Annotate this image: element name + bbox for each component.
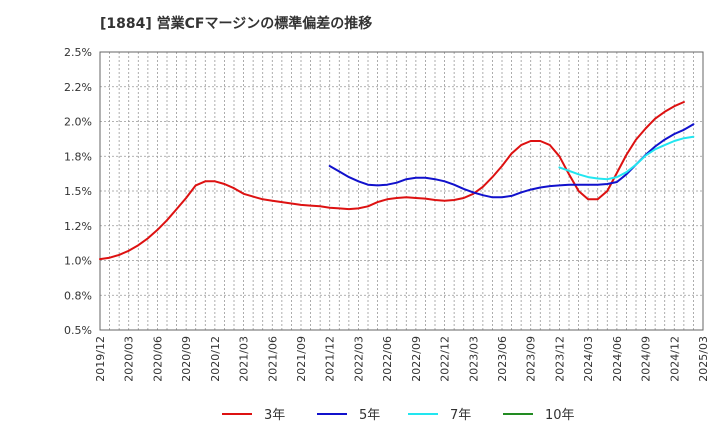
legend: 3年 5年 7年 10年 — [222, 408, 575, 423]
x-tick-label: 2024/06 — [611, 336, 624, 382]
x-tick-label: 2023/09 — [525, 336, 538, 382]
y-tick-label: 2.0% — [64, 116, 92, 129]
x-tick-label: 2024/09 — [640, 336, 653, 382]
y-tick-label: 1.2% — [64, 220, 92, 233]
x-tick-label: 2024/03 — [582, 336, 595, 382]
plot-border — [99, 51, 704, 331]
x-tick-label: 2021/09 — [295, 336, 308, 382]
x-tick-label: 2019/12 — [94, 336, 107, 382]
x-tick-label: 2023/12 — [553, 336, 566, 382]
x-tick-label: 2020/06 — [151, 336, 164, 382]
x-tick-label: 2023/03 — [467, 336, 480, 382]
x-tick-label: 2021/03 — [238, 336, 251, 382]
series-line-7年 — [558, 135, 695, 181]
series-lines — [99, 101, 695, 261]
legend-label: 5年 — [359, 408, 380, 423]
x-tick-label: 2021/12 — [324, 336, 337, 382]
legend-label: 10年 — [545, 408, 575, 423]
x-tick-label: 2024/12 — [668, 336, 681, 382]
x-tick-label: 2025/03 — [697, 336, 710, 382]
axes: 0.5% 0.8% 1.0% 1.2% 1.5% 1.8% 2.0% 2.2% 2.5% 2019… — [64, 46, 710, 382]
x-tick-label: 2020/03 — [123, 336, 136, 382]
y-tick-label: 1.8% — [64, 150, 92, 163]
x-tick-label: 2020/12 — [209, 336, 222, 382]
grid — [99, 51, 704, 331]
chart-title: [1884] 営業CFマージンの標準偏差の推移 — [100, 15, 372, 32]
y-tick-label: 0.8% — [64, 289, 92, 302]
y-tick-label: 0.5% — [64, 324, 92, 337]
x-tick-label: 2022/06 — [381, 336, 394, 382]
legend-label: 3年 — [264, 408, 285, 423]
x-tick-label: 2021/06 — [266, 336, 279, 382]
y-tick-label: 2.2% — [64, 81, 92, 94]
series-line-3年 — [99, 101, 685, 261]
x-tick-label: 2022/03 — [352, 336, 365, 382]
x-tick-label: 2022/09 — [410, 336, 423, 382]
y-tick-label: 1.0% — [64, 255, 92, 268]
legend-label: 7年 — [450, 408, 471, 423]
x-tick-label: 2020/09 — [180, 336, 193, 382]
y-tick-label: 2.5% — [64, 46, 92, 59]
x-tick-label: 2023/06 — [496, 336, 509, 382]
x-tick-label: 2022/12 — [439, 336, 452, 382]
y-tick-label: 1.5% — [64, 185, 92, 198]
